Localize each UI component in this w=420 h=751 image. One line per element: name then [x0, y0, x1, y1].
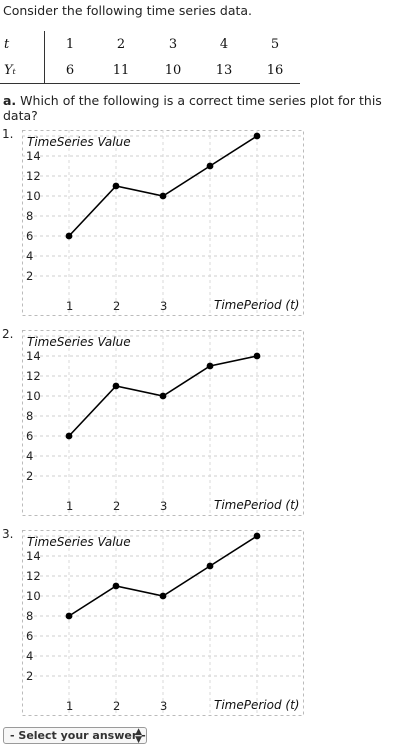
- time-series-table: t 1 2 3 4 5 Yₜ 6 11 10 13 16: [0, 31, 300, 84]
- data-point: [65, 612, 73, 620]
- table-divider-vertical: [44, 31, 45, 83]
- x-tick-label: 3: [160, 699, 167, 713]
- data-point: [253, 352, 261, 360]
- t-value: 3: [168, 37, 178, 52]
- data-point: [159, 192, 167, 200]
- y-tick-label: 8: [26, 409, 33, 423]
- x-tick-label: 1: [66, 499, 73, 513]
- y-header: Yₜ: [4, 63, 16, 78]
- y-value: 10: [164, 63, 182, 78]
- x-axis-label: TimePeriod (t): [214, 498, 299, 512]
- question-text: a. Which of the following is a correct t…: [3, 93, 420, 123]
- y-tick-label: 10: [26, 389, 41, 403]
- y-value: 16: [266, 63, 284, 78]
- x-tick-label: 2: [113, 499, 120, 513]
- x-tick-label: 1: [66, 299, 73, 313]
- select-arrows-icon: ▲ ▼: [135, 727, 142, 745]
- y-value: 11: [112, 63, 130, 78]
- y-tick-label: 12: [26, 169, 41, 183]
- answer-option-2: 2. TimeSeries Value 14 12 10 8 6 4 2 1 2 3 TimePeri…: [0, 327, 310, 517]
- data-point: [206, 562, 214, 570]
- question-prefix: a.: [3, 93, 17, 108]
- option-number: 1.: [2, 127, 14, 141]
- table-divider-horizontal: [0, 83, 300, 84]
- data-point: [112, 582, 120, 590]
- x-tick-label: 3: [160, 499, 167, 513]
- option-number: 3.: [2, 527, 14, 541]
- y-tick-label: 2: [26, 469, 33, 483]
- x-tick-label: 2: [113, 299, 120, 313]
- y-tick-label: 14: [26, 349, 41, 363]
- y-tick-label: 4: [26, 249, 33, 263]
- x-tick-label: 1: [66, 699, 73, 713]
- question-body: Which of the following is a correct time…: [3, 93, 382, 123]
- y-row: Yₜ 6 11 10 13 16: [0, 57, 300, 83]
- data-point: [206, 362, 214, 370]
- t-value: 4: [219, 37, 229, 52]
- data-point: [206, 162, 214, 170]
- t-header: t: [4, 37, 10, 52]
- y-tick-label: 10: [26, 589, 41, 603]
- answer-select-value: - Select your answer -: [10, 729, 146, 742]
- data-point: [159, 592, 167, 600]
- data-point: [65, 432, 73, 440]
- x-tick-label: 3: [160, 299, 167, 313]
- y-tick-label: 14: [26, 549, 41, 563]
- data-point: [159, 392, 167, 400]
- y-tick-label: 4: [26, 649, 33, 663]
- y-tick-label: 6: [26, 429, 33, 443]
- y-tick-label: 8: [26, 609, 33, 623]
- y-tick-label: 8: [26, 209, 33, 223]
- y-tick-label: 4: [26, 449, 33, 463]
- y-tick-label: 10: [26, 189, 41, 203]
- y-tick-label: 6: [26, 229, 33, 243]
- y-axis-label: TimeSeries Value: [27, 335, 131, 349]
- data-point: [112, 382, 120, 390]
- answer-option-1: 1. TimeSeries Value 14 12 10 8 6 4 2 1 2 3 TimePeri…: [0, 127, 310, 317]
- y-tick-label: 2: [26, 269, 33, 283]
- y-tick-label: 12: [26, 569, 41, 583]
- x-tick-label: 2: [113, 699, 120, 713]
- t-value: 2: [116, 37, 126, 52]
- y-value: 13: [215, 63, 233, 78]
- y-tick-label: 2: [26, 669, 33, 683]
- data-point: [65, 232, 73, 240]
- answer-select[interactable]: - Select your answer - ▲ ▼: [3, 727, 147, 745]
- y-axis-label: TimeSeries Value: [27, 535, 131, 549]
- answer-option-3: 3. TimeSeries Value 14 12 10 8 6 4 2 1 2 3 TimePeri…: [0, 527, 310, 717]
- y-value: 6: [65, 63, 75, 78]
- x-axis-label: TimePeriod (t): [214, 298, 299, 312]
- y-tick-label: 6: [26, 629, 33, 643]
- y-tick-label: 12: [26, 369, 41, 383]
- y-axis-label: TimeSeries Value: [27, 135, 131, 149]
- data-point: [112, 182, 120, 190]
- t-row: t 1 2 3 4 5: [0, 31, 300, 57]
- t-value: 5: [270, 37, 280, 52]
- y-tick-label: 14: [26, 149, 41, 163]
- intro-text: Consider the following time series data.: [3, 3, 253, 18]
- x-axis-label: TimePeriod (t): [214, 698, 299, 712]
- data-point: [253, 532, 261, 540]
- option-number: 2.: [2, 327, 14, 341]
- data-point: [253, 132, 261, 140]
- t-value: 1: [65, 37, 75, 52]
